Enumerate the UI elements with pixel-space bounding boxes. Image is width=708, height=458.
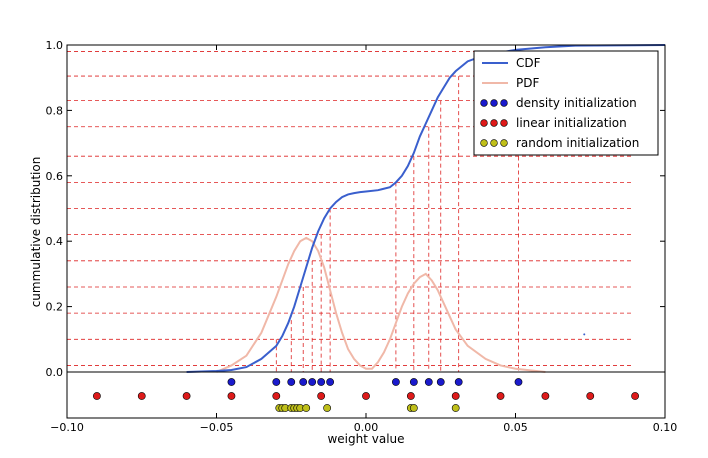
density-marker-5: [317, 378, 326, 386]
density-marker-6: [326, 378, 335, 386]
axis-ticks: −0.10 −0.05 0.00 0.05 0.10 0.0 0.2 0.4 0.6 0.8 1.0: [46, 39, 678, 434]
linear-marker-4: [272, 392, 281, 400]
cdf-line: [186, 44, 666, 373]
legend-swatch-3-dot-2: [500, 119, 508, 127]
legend-swatch-2-dot-1: [490, 99, 498, 107]
initialization-markers: [93, 333, 639, 412]
random-marker-11: [451, 404, 460, 412]
y-tick-label-3: 0.6: [46, 170, 64, 183]
x-tick-label-2: 0.00: [354, 421, 379, 434]
linear-marker-7: [406, 392, 415, 400]
y-tick-label-0: 0.0: [46, 366, 64, 379]
linear-marker-0: [93, 392, 101, 400]
linear-marker-1: [137, 392, 146, 400]
random-marker-8: [323, 404, 332, 412]
density-marker-1: [272, 378, 281, 386]
legend-swatch-3-dot-1: [490, 119, 498, 127]
plot-lines: [186, 44, 666, 373]
y-tick-label-4: 0.8: [46, 104, 64, 117]
y-tick-label-2: 0.4: [46, 235, 64, 248]
density-marker-12: [514, 378, 523, 386]
linear-marker-2: [182, 392, 191, 400]
legend-label-2: density initialization: [516, 96, 637, 110]
legend-label-4: random initialization: [516, 136, 639, 150]
density-marker-7: [391, 378, 400, 386]
density-marker-3: [299, 378, 308, 386]
density-marker-9: [424, 378, 433, 386]
stray-point: [583, 333, 586, 336]
linear-marker-3: [227, 392, 236, 400]
x-tick-label-0: −0.10: [50, 421, 84, 434]
linear-marker-10: [541, 392, 550, 400]
y-axis-title: cummulative distribution: [29, 157, 43, 308]
linear-marker-8: [451, 392, 460, 400]
linear-marker-11: [586, 392, 595, 400]
linear-marker-6: [362, 392, 370, 400]
legend-swatch-2-dot-0: [480, 99, 488, 107]
legend-label-1: PDF: [516, 76, 539, 90]
x-tick-label-1: −0.05: [200, 421, 234, 434]
y-tick-label-1: 0.2: [46, 301, 64, 314]
density-marker-2: [287, 378, 296, 386]
legend-swatch-4-dot-1: [490, 139, 498, 147]
legend-swatch-3-dot-0: [480, 119, 488, 127]
legend-swatch-4-dot-2: [500, 139, 508, 147]
linear-marker-9: [496, 392, 505, 400]
density-marker-4: [308, 378, 317, 386]
density-marker-11: [454, 378, 463, 386]
random-marker-7: [302, 404, 311, 412]
legend-swatch-2-dot-2: [500, 99, 508, 107]
density-marker-0: [227, 378, 236, 386]
legend-label-0: CDF: [516, 56, 541, 70]
density-marker-10: [436, 378, 445, 386]
pdf-line: [216, 236, 546, 373]
x-tick-label-4: 0.10: [653, 421, 678, 434]
random-marker-10: [409, 404, 418, 412]
linear-marker-5: [317, 392, 326, 400]
density-marker-8: [409, 378, 418, 386]
legend-swatch-4-dot-0: [480, 139, 488, 147]
legend: CDF PDF density initialization linear initi…: [473, 50, 659, 156]
x-tick-label-3: 0.05: [503, 421, 528, 434]
linear-marker-12: [631, 392, 639, 400]
legend-label-3: linear initialization: [516, 116, 627, 130]
y-tick-label-5: 1.0: [46, 39, 64, 52]
x-axis-title: weight value: [327, 432, 404, 446]
